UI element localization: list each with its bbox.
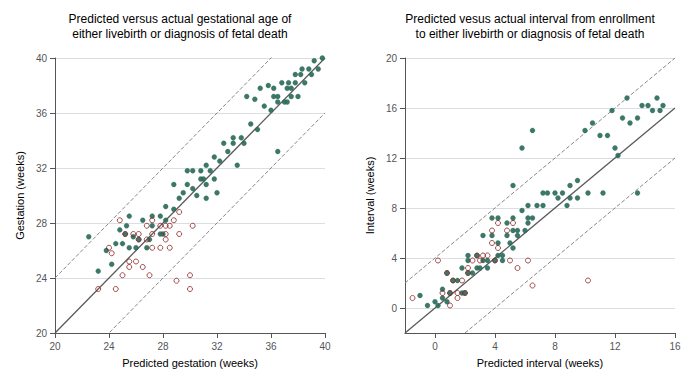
- svg-text:Interval (weeks): Interval (weeks): [364, 157, 376, 235]
- svg-text:12: 12: [609, 341, 621, 352]
- svg-text:24: 24: [36, 273, 48, 284]
- svg-text:16: 16: [386, 103, 398, 114]
- svg-text:12: 12: [386, 153, 398, 164]
- svg-text:28: 28: [157, 341, 169, 352]
- svg-text:32: 32: [211, 341, 223, 352]
- svg-text:0: 0: [432, 341, 438, 352]
- svg-text:Predicted gestation (weeks): Predicted gestation (weeks): [122, 357, 258, 369]
- svg-text:Predicted vesus actual interva: Predicted vesus actual interval from enr…: [405, 12, 655, 26]
- svg-text:8: 8: [552, 341, 558, 352]
- svg-text:28: 28: [36, 218, 48, 229]
- svg-text:40: 40: [36, 53, 48, 64]
- svg-text:32: 32: [36, 163, 48, 174]
- svg-text:36: 36: [265, 341, 277, 352]
- svg-text:8: 8: [391, 203, 397, 214]
- svg-text:Predicted interval (weeks): Predicted interval (weeks): [477, 357, 604, 369]
- svg-text:20: 20: [386, 53, 398, 64]
- svg-text:24: 24: [103, 341, 115, 352]
- svg-text:40: 40: [319, 341, 331, 352]
- svg-text:to either livebirth or diagnos: to either livebirth or diagnosis of feta…: [416, 27, 645, 41]
- svg-text:Gestation (weeks): Gestation (weeks): [14, 151, 26, 240]
- svg-text:Predicted versus actual gestat: Predicted versus actual gestational age …: [69, 12, 292, 26]
- svg-text:either livebirth or diagnosis: either livebirth or diagnosis of fetal d…: [72, 27, 287, 41]
- svg-text:0: 0: [391, 303, 397, 314]
- svg-text:20: 20: [49, 341, 61, 352]
- svg-text:4: 4: [391, 253, 397, 264]
- svg-text:20: 20: [36, 328, 48, 339]
- svg-text:4: 4: [492, 341, 498, 352]
- svg-text:36: 36: [36, 108, 48, 119]
- svg-text:16: 16: [669, 341, 681, 352]
